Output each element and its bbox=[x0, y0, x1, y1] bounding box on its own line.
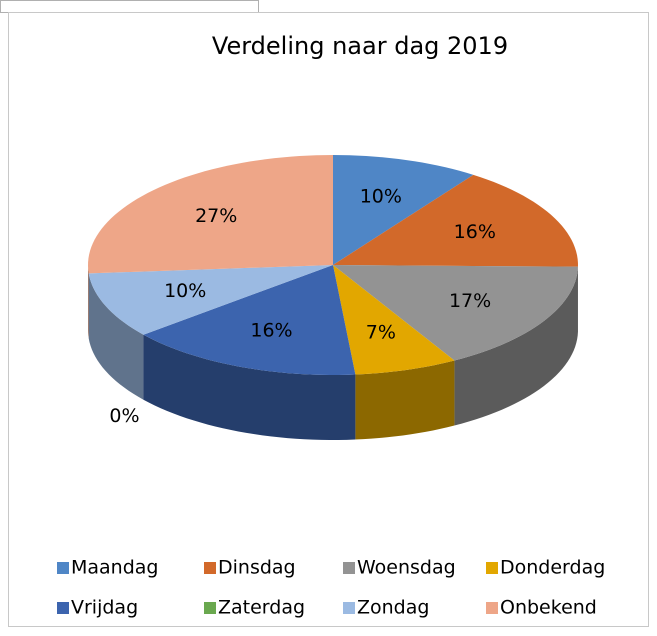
slice-side bbox=[88, 273, 144, 400]
legend-label: Onbekend bbox=[500, 597, 597, 619]
data-label: 10% bbox=[360, 185, 402, 207]
legend-swatch bbox=[343, 562, 355, 574]
legend-label: Zaterdag bbox=[218, 597, 305, 619]
slice bbox=[333, 155, 474, 265]
data-label: 7% bbox=[366, 322, 396, 344]
slice bbox=[143, 265, 356, 375]
legend-swatch bbox=[204, 602, 216, 614]
legend-label: Woensdag bbox=[357, 557, 456, 579]
data-label: 16% bbox=[454, 221, 496, 243]
data-label: 10% bbox=[164, 280, 206, 302]
legend-swatch bbox=[57, 602, 69, 614]
data-label: 0% bbox=[109, 405, 139, 427]
legend-swatch bbox=[343, 602, 355, 614]
slice-side bbox=[355, 360, 455, 440]
data-label: 17% bbox=[449, 290, 491, 312]
slice-side bbox=[143, 334, 356, 440]
slice bbox=[88, 155, 333, 274]
data-label: 27% bbox=[195, 205, 237, 227]
slice bbox=[333, 174, 578, 267]
slice-side bbox=[454, 266, 578, 426]
legend-label: Vrijdag bbox=[71, 597, 138, 619]
legend-label: Maandag bbox=[71, 557, 159, 579]
legend-label: Zondag bbox=[357, 597, 429, 619]
chart-title: Verdeling naar dag 2019 bbox=[212, 32, 508, 60]
legend-swatch bbox=[486, 562, 498, 574]
slice bbox=[88, 265, 334, 335]
cell-border bbox=[0, 0, 259, 13]
data-label: 16% bbox=[250, 319, 292, 341]
legend-swatch bbox=[204, 562, 216, 574]
legend-label: Donderdag bbox=[500, 557, 605, 579]
legend-label: Dinsdag bbox=[218, 557, 296, 579]
legend-swatch bbox=[486, 602, 498, 614]
slice-side bbox=[88, 265, 89, 339]
slice bbox=[333, 265, 578, 361]
legend-swatch bbox=[57, 562, 69, 574]
slice bbox=[333, 265, 455, 375]
